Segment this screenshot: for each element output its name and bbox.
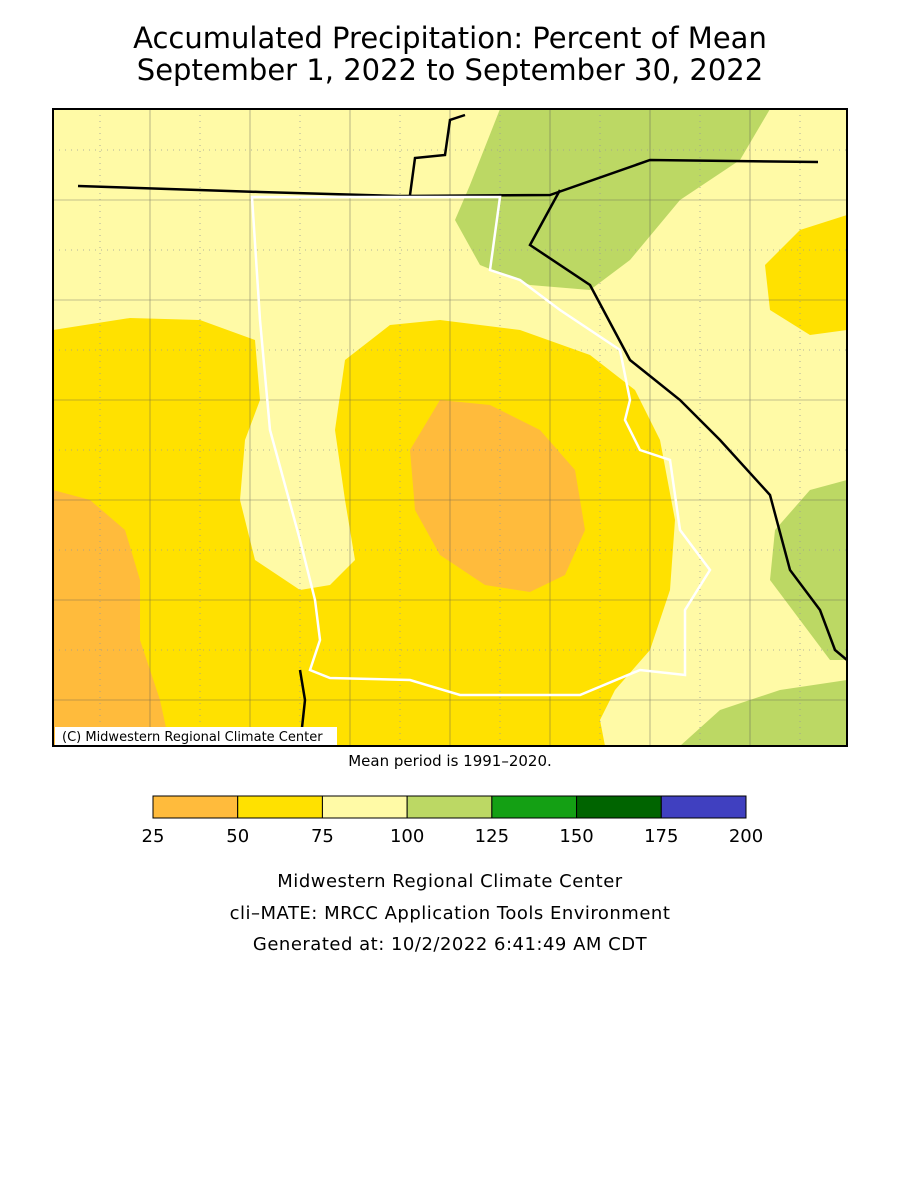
map [53, 109, 847, 746]
region-25-50 [410, 400, 585, 592]
legend-tick-label: 100 [390, 826, 424, 847]
legend-swatch [152, 795, 239, 819]
map-frame [52, 108, 848, 747]
legend-tick-label: 175 [644, 826, 678, 847]
legend-tick-label: 75 [311, 826, 334, 847]
legend: 25 50 75 100 125 150 175 200 [142, 795, 763, 847]
legend-swatch [660, 795, 747, 819]
mean-period-note: Mean period is 1991–2020. [348, 752, 552, 770]
region-25-50 [53, 490, 170, 746]
legend-swatch [576, 795, 662, 819]
legend-tick-label: 25 [142, 826, 165, 847]
legend-swatch [321, 795, 408, 819]
state-border [528, 189, 847, 661]
legend-tick-label: 125 [475, 826, 509, 847]
region-100-125 [680, 680, 847, 746]
footer-line: Midwestern Regional Climate Center [277, 871, 623, 892]
county-lines [53, 109, 847, 746]
legend-swatch [406, 795, 493, 819]
state-border [408, 113, 466, 196]
legend-swatch [491, 795, 578, 819]
copyright: (C) Midwestern Regional Climate Center [62, 730, 323, 745]
legend-tick-label: 200 [729, 826, 763, 847]
state-border [77, 158, 819, 198]
region-100-125 [455, 109, 770, 290]
title-line: Accumulated Precipitation: Percent of Me… [133, 21, 767, 55]
footer-line: Generated at: 10/2/2022 6:41:49 AM CDT [253, 934, 648, 955]
title-line: September 1, 2022 to September 30, 2022 [137, 53, 763, 87]
graticule [53, 109, 847, 746]
region-100-125 [770, 480, 847, 660]
legend-swatch [237, 795, 323, 819]
copyright-box [55, 727, 337, 745]
region-50-75 [765, 215, 847, 335]
footer-line: cli–MATE: MRCC Application Tools Environ… [230, 903, 671, 924]
legend-tick-label: 150 [559, 826, 593, 847]
legend-tick-label: 50 [226, 826, 249, 847]
state-border [250, 195, 712, 697]
